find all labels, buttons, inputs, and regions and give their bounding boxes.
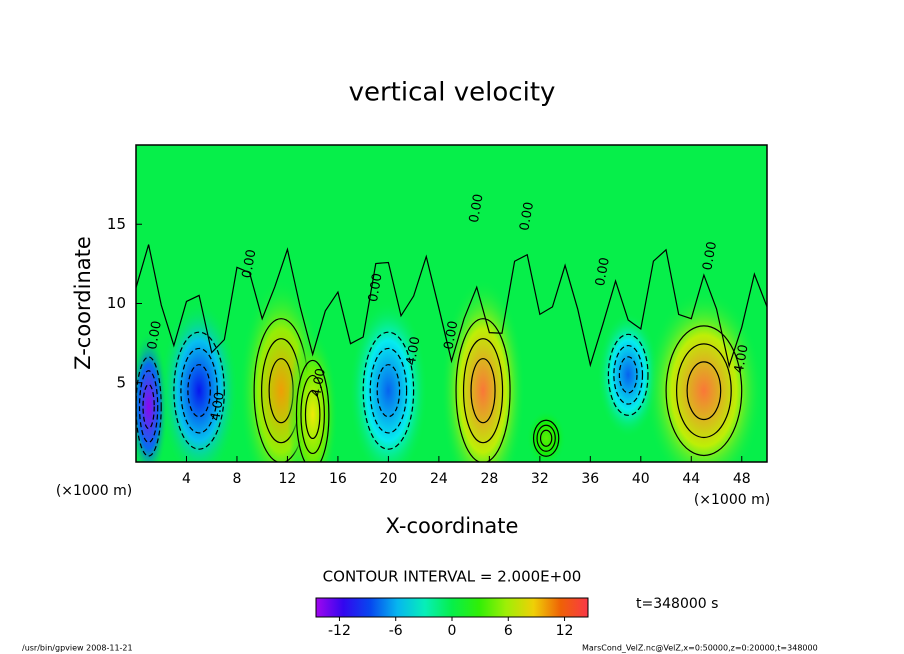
contour-label: 4.00 [732, 343, 752, 374]
colorbar-tick-label: -12 [328, 623, 351, 639]
contour-label: 4.00 [309, 367, 329, 398]
contour-line [173, 331, 225, 450]
contour-line [536, 424, 556, 452]
x-tick-label: 48 [733, 471, 751, 487]
contour-line [138, 370, 159, 443]
colorbar-tick-label: -6 [389, 623, 403, 639]
contour-label: 0.00 [240, 248, 260, 279]
x-tick-label: 36 [581, 471, 599, 487]
y-tick-label: 15 [107, 215, 126, 233]
y-axis-label: Z-coordinate [71, 236, 95, 370]
contour-label: 0.00 [145, 320, 165, 351]
x-tick-label: 28 [480, 471, 498, 487]
contour-line [455, 318, 511, 462]
chart-title: vertical velocity [349, 78, 556, 108]
contour-label: 0.00 [366, 272, 386, 303]
cell [526, 410, 566, 462]
cell [349, 299, 428, 462]
contour-line [470, 358, 496, 424]
contour-line [665, 325, 743, 457]
cell [645, 289, 763, 462]
contour-line [362, 331, 415, 450]
contour-line [618, 356, 638, 394]
contour-line [300, 374, 325, 455]
contour-label: 0.00 [442, 320, 462, 351]
cell [136, 329, 169, 462]
cell [287, 330, 338, 462]
x-tick-label: 40 [632, 471, 650, 487]
contour-line [539, 429, 553, 447]
contour-line [462, 338, 504, 444]
contour-line [532, 419, 560, 457]
footer: /usr/bin/gpview 2008-11-21 [22, 644, 133, 653]
x-tick-label: 24 [430, 471, 448, 487]
contour-line [613, 344, 644, 405]
contour-label: 0.00 [700, 240, 720, 271]
plot-area: 0.00 4.00 4.00 4.00 0.00 0.00 0.00 0.00 4.00 0.00… [136, 145, 767, 462]
x-tick-label: 32 [531, 471, 549, 487]
contour-line [295, 359, 330, 462]
cell [159, 299, 239, 462]
x-tick-label: 8 [232, 471, 241, 487]
colorbar-tick-label: 0 [448, 623, 457, 639]
colorbar [315, 597, 589, 618]
contour-line [187, 364, 211, 418]
cell [597, 311, 659, 438]
colorbar-tick-label: 6 [504, 623, 513, 639]
colorbar-tick-label: 12 [556, 623, 574, 639]
y-tick-label: 10 [107, 294, 126, 312]
contour-line [369, 347, 408, 434]
contour-line [676, 343, 732, 439]
x-tick-label: 4 [182, 471, 191, 487]
cell [441, 278, 526, 462]
contour-label: 4.00 [404, 335, 424, 366]
contour-interval: CONTOUR INTERVAL = 2.000E+00 [323, 568, 582, 586]
footer: MarsCond_VelZ.nc@VelZ,x=0:50000,z=0:2000… [582, 644, 818, 653]
x-tick-label: 16 [329, 471, 347, 487]
contour-line [180, 347, 218, 434]
contour-label: 0.00 [467, 193, 487, 224]
contour-line [304, 389, 321, 440]
contour-label: 4.00 [208, 391, 228, 422]
contour-line [142, 383, 155, 430]
x-tick-label: 12 [279, 471, 297, 487]
contour-label: 0.00 [517, 201, 537, 232]
x-unit-label: (×1000 m) [56, 483, 132, 499]
x-tick-label: 44 [682, 471, 700, 487]
time-label: t=348000 s [636, 596, 718, 612]
x-tick-label: 20 [379, 471, 397, 487]
contour-line [686, 361, 722, 421]
contour-line [136, 244, 767, 369]
x-unit-label: (×1000 m) [694, 492, 770, 508]
x-axis-label: X-coordinate [386, 514, 519, 538]
contour-label: 0.00 [593, 256, 613, 287]
y-tick-label: 5 [116, 373, 126, 391]
contour-line [376, 364, 401, 418]
